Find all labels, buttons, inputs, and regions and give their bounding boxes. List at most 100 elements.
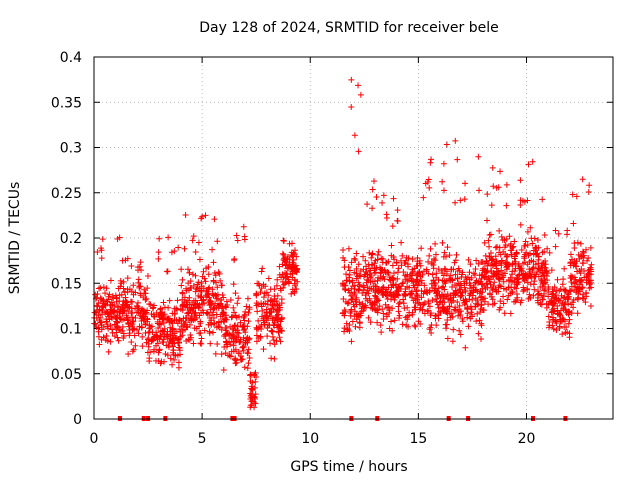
data-point: [571, 280, 578, 287]
data-point: [229, 331, 236, 338]
data-point: [292, 247, 299, 254]
data-point-outlier: [475, 153, 482, 160]
data-point: [517, 221, 524, 228]
data-point: [343, 271, 350, 278]
data-point: [481, 266, 488, 273]
data-point: [185, 310, 192, 317]
data-point: [244, 365, 251, 372]
data-point: [210, 320, 217, 327]
data-point-outlier: [165, 234, 172, 241]
data-point: [205, 291, 212, 298]
y-tick-label: 0.1: [60, 322, 82, 338]
data-point: [222, 333, 229, 340]
data-point: [352, 256, 359, 263]
data-point-outlier: [144, 273, 151, 280]
data-point: [249, 386, 256, 393]
data-point: [379, 286, 386, 293]
data-point: [391, 296, 398, 303]
data-point: [470, 284, 477, 291]
data-point: [374, 298, 381, 305]
x-tick-label: 10: [301, 431, 319, 447]
data-point: [198, 335, 205, 342]
data-point: [242, 308, 249, 315]
data-point: [353, 250, 360, 257]
data-point: [497, 260, 504, 267]
data-point: [96, 341, 103, 348]
data-point: [95, 312, 102, 319]
data-point: [400, 300, 407, 307]
data-point: [535, 265, 542, 272]
data-point: [134, 299, 141, 306]
data-point: [384, 269, 391, 276]
data-point: [196, 312, 203, 319]
data-point: [500, 300, 507, 307]
data-point: [400, 296, 407, 303]
data-point: [443, 278, 450, 285]
data-point: [109, 329, 116, 336]
data-point-outlier: [503, 202, 510, 209]
data-point: [166, 297, 173, 304]
data-point: [454, 275, 461, 282]
data-point: [540, 287, 547, 294]
data-point: [373, 283, 380, 290]
data-point: [447, 272, 454, 279]
data-point: [458, 292, 465, 299]
data-point: [408, 277, 415, 284]
data-point: [347, 312, 354, 319]
data-point: [501, 310, 508, 317]
data-point: [346, 321, 353, 328]
data-point: [262, 300, 269, 307]
data-point: [209, 329, 216, 336]
data-point: [499, 237, 506, 244]
data-point: [488, 285, 495, 292]
data-point: [396, 299, 403, 306]
data-point: [579, 253, 586, 260]
data-point-outlier: [198, 215, 205, 222]
data-point: [388, 318, 395, 325]
data-point: [265, 321, 272, 328]
data-point: [235, 349, 242, 356]
data-point: [257, 334, 264, 341]
data-point: [266, 309, 273, 316]
data-point: [365, 277, 372, 284]
data-point: [388, 242, 395, 249]
data-point: [377, 266, 384, 273]
data-point: [218, 351, 225, 358]
data-point: [507, 242, 514, 249]
data-point: [559, 318, 566, 325]
data-point: [194, 284, 201, 291]
data-point: [530, 251, 537, 258]
data-point: [542, 267, 549, 274]
data-point-outlier: [369, 205, 376, 212]
data-point: [274, 324, 281, 331]
data-point: [370, 283, 377, 290]
data-point-outlier: [552, 243, 559, 250]
data-point: [511, 284, 518, 291]
data-point: [290, 257, 297, 264]
y-tick-label: 0: [73, 412, 82, 428]
data-point: [248, 385, 255, 392]
x-tick-label: 5: [198, 431, 207, 447]
data-point: [377, 322, 384, 329]
data-point: [555, 296, 562, 303]
data-point: [432, 257, 439, 264]
data-point: [268, 355, 275, 362]
data-point: [409, 288, 416, 295]
data-point: [192, 301, 199, 308]
data-point: [130, 346, 137, 353]
data-point: [132, 342, 139, 349]
data-point: [195, 279, 202, 286]
data-point: [93, 308, 100, 315]
data-point: [253, 290, 260, 297]
data-point: [468, 309, 475, 316]
data-point: [390, 275, 397, 282]
data-point: [118, 291, 125, 298]
data-point-outlier: [351, 132, 358, 139]
data-point: [426, 252, 433, 259]
data-point-outlier: [136, 263, 143, 270]
data-point: [500, 293, 507, 300]
data-point: [155, 311, 162, 318]
data-point: [567, 251, 574, 258]
data-point: [586, 271, 593, 278]
data-point: [161, 358, 168, 365]
